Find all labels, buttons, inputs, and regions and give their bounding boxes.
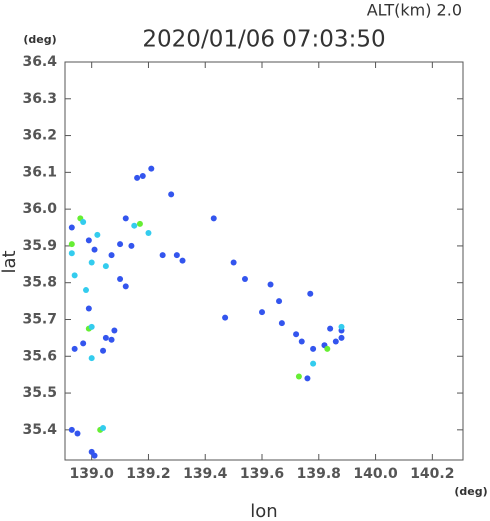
echo-point (88, 448, 95, 455)
echo-point (80, 340, 87, 347)
echo-point (100, 424, 107, 431)
echo-point (307, 290, 314, 297)
x-tick-label: 139.0 (70, 466, 115, 482)
echo-point (159, 252, 166, 259)
y-tick-label: 35.4 (22, 422, 57, 438)
echo-point (91, 246, 98, 253)
echo-point (295, 373, 302, 380)
echo-point (88, 355, 95, 362)
echo-point (71, 272, 78, 279)
echo-point (310, 360, 317, 367)
y-tick-label: 35.6 (22, 348, 57, 364)
echo-point (80, 219, 87, 226)
echo-point (298, 338, 305, 345)
echo-point (259, 309, 266, 316)
echo-point (267, 281, 274, 288)
echo-point (139, 173, 146, 180)
x-axis-label: lon (250, 501, 277, 521)
altitude: ALT(km) 2.0 (367, 1, 462, 20)
echo-point (117, 276, 124, 283)
echo-point (210, 215, 217, 222)
y-tick-label: 36.1 (22, 164, 57, 180)
echo-point (222, 314, 229, 321)
echo-point (128, 242, 135, 249)
echo-point (122, 283, 129, 290)
x-tick-label: 139.2 (126, 466, 170, 482)
echo-point (324, 345, 331, 352)
echo-point (102, 334, 109, 341)
echo-point (173, 252, 180, 259)
y-tick-label: 36.3 (22, 91, 57, 107)
echo-point (131, 222, 138, 229)
y-tick-label: 36.0 (22, 201, 57, 217)
y-tick-label: 35.9 (22, 238, 57, 254)
echo-point (122, 215, 129, 222)
echo-point (85, 237, 92, 244)
echo-point (338, 323, 345, 330)
y-tick-label: 35.5 (22, 385, 57, 401)
echo-point (338, 334, 345, 341)
echo-point (276, 298, 283, 305)
x-tick-label: 139.4 (183, 466, 228, 482)
y-tick-label: 36.2 (22, 128, 57, 144)
echo-point (304, 375, 311, 382)
echo-point (134, 174, 141, 181)
echo-point (68, 241, 75, 248)
chart-title: 2020/01/06 07:03:50 (142, 27, 385, 53)
echo-point (327, 325, 334, 332)
echo-point (179, 257, 186, 264)
echo-point (310, 345, 317, 352)
echo-point (100, 347, 107, 354)
echo-point (68, 224, 75, 231)
echo-point (88, 259, 95, 266)
echo-point (83, 287, 90, 294)
echo-point (71, 345, 78, 352)
x-unit: (deg) (454, 485, 487, 498)
x-tick-label: 139.8 (297, 466, 341, 482)
y-tick-label: 35.8 (22, 275, 57, 291)
echo-point (278, 320, 285, 327)
echo-point (145, 230, 152, 237)
echo-point (230, 259, 237, 266)
echo-point (85, 305, 92, 312)
echo-point (68, 250, 75, 257)
y-tick-label: 35.7 (22, 311, 57, 327)
echo-point (108, 252, 115, 259)
x-tick-label: 140.2 (410, 466, 454, 482)
echo-point (108, 336, 115, 343)
y-axis-label: lat (0, 250, 20, 273)
echo-point (148, 165, 155, 172)
echo-point (102, 263, 109, 270)
echo-point (111, 327, 118, 334)
echo-point (68, 426, 75, 433)
echo-point (88, 323, 95, 330)
echo-point (117, 241, 124, 248)
echo-point (74, 430, 81, 437)
echo-point (293, 331, 300, 338)
y-unit: (deg) (23, 33, 56, 46)
x-tick-label: 140.0 (353, 466, 398, 482)
y-tick-label: 36.4 (22, 54, 57, 70)
echo-point (168, 191, 175, 198)
echo-point (94, 231, 101, 238)
echo-point (332, 338, 339, 345)
echo-point (241, 276, 248, 283)
echo-point (136, 220, 143, 227)
x-tick-label: 139.6 (240, 466, 284, 482)
plot-frame (64, 61, 464, 461)
